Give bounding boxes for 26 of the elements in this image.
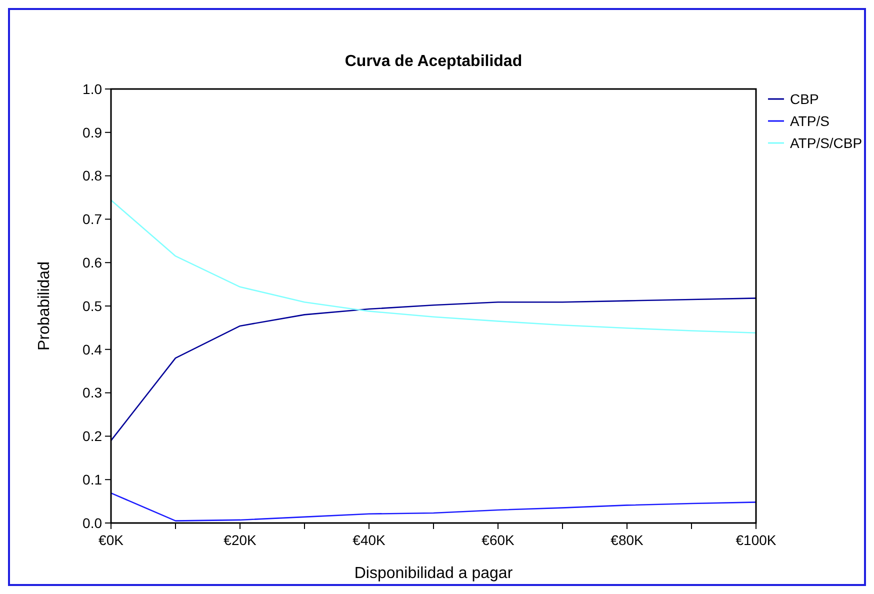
y-tick-label: 0.9 — [82, 124, 102, 140]
line-series — [110, 199, 757, 334]
y-tick-label: 0.3 — [82, 384, 102, 401]
legend-label: CBP — [790, 90, 819, 107]
y-tick-label: 0.4 — [82, 341, 102, 358]
legend-label: ATP/S — [790, 112, 830, 129]
x-axis-title: Disponibilidad a pagar — [354, 565, 514, 582]
chart-title: Curva de Aceptabilidad — [344, 53, 522, 70]
y-tick-label: 0.2 — [82, 428, 102, 444]
x-tick-label: €20K — [224, 532, 258, 548]
y-axis-title: Probabilidad — [36, 262, 53, 350]
line-series — [110, 298, 757, 442]
y-tick-label: 0.6 — [82, 254, 102, 270]
y-tick-label: 1.0 — [82, 80, 102, 97]
y-tick-label: 0.0 — [82, 514, 102, 531]
x-tick-label: €40K — [352, 532, 386, 548]
line-series — [110, 492, 757, 522]
y-tick-label: 0.5 — [82, 298, 102, 314]
y-tick-label: 0.7 — [82, 211, 102, 228]
x-tick-label: €60K — [482, 532, 516, 548]
x-tick-label: €80K — [610, 532, 644, 548]
legend-label: ATP/S/CBP — [790, 134, 862, 151]
x-tick-label: €100K — [736, 532, 777, 548]
x-tick-label: €0K — [98, 532, 124, 548]
y-tick-label: 0.1 — [82, 472, 102, 488]
y-tick-label: 0.8 — [82, 168, 102, 184]
